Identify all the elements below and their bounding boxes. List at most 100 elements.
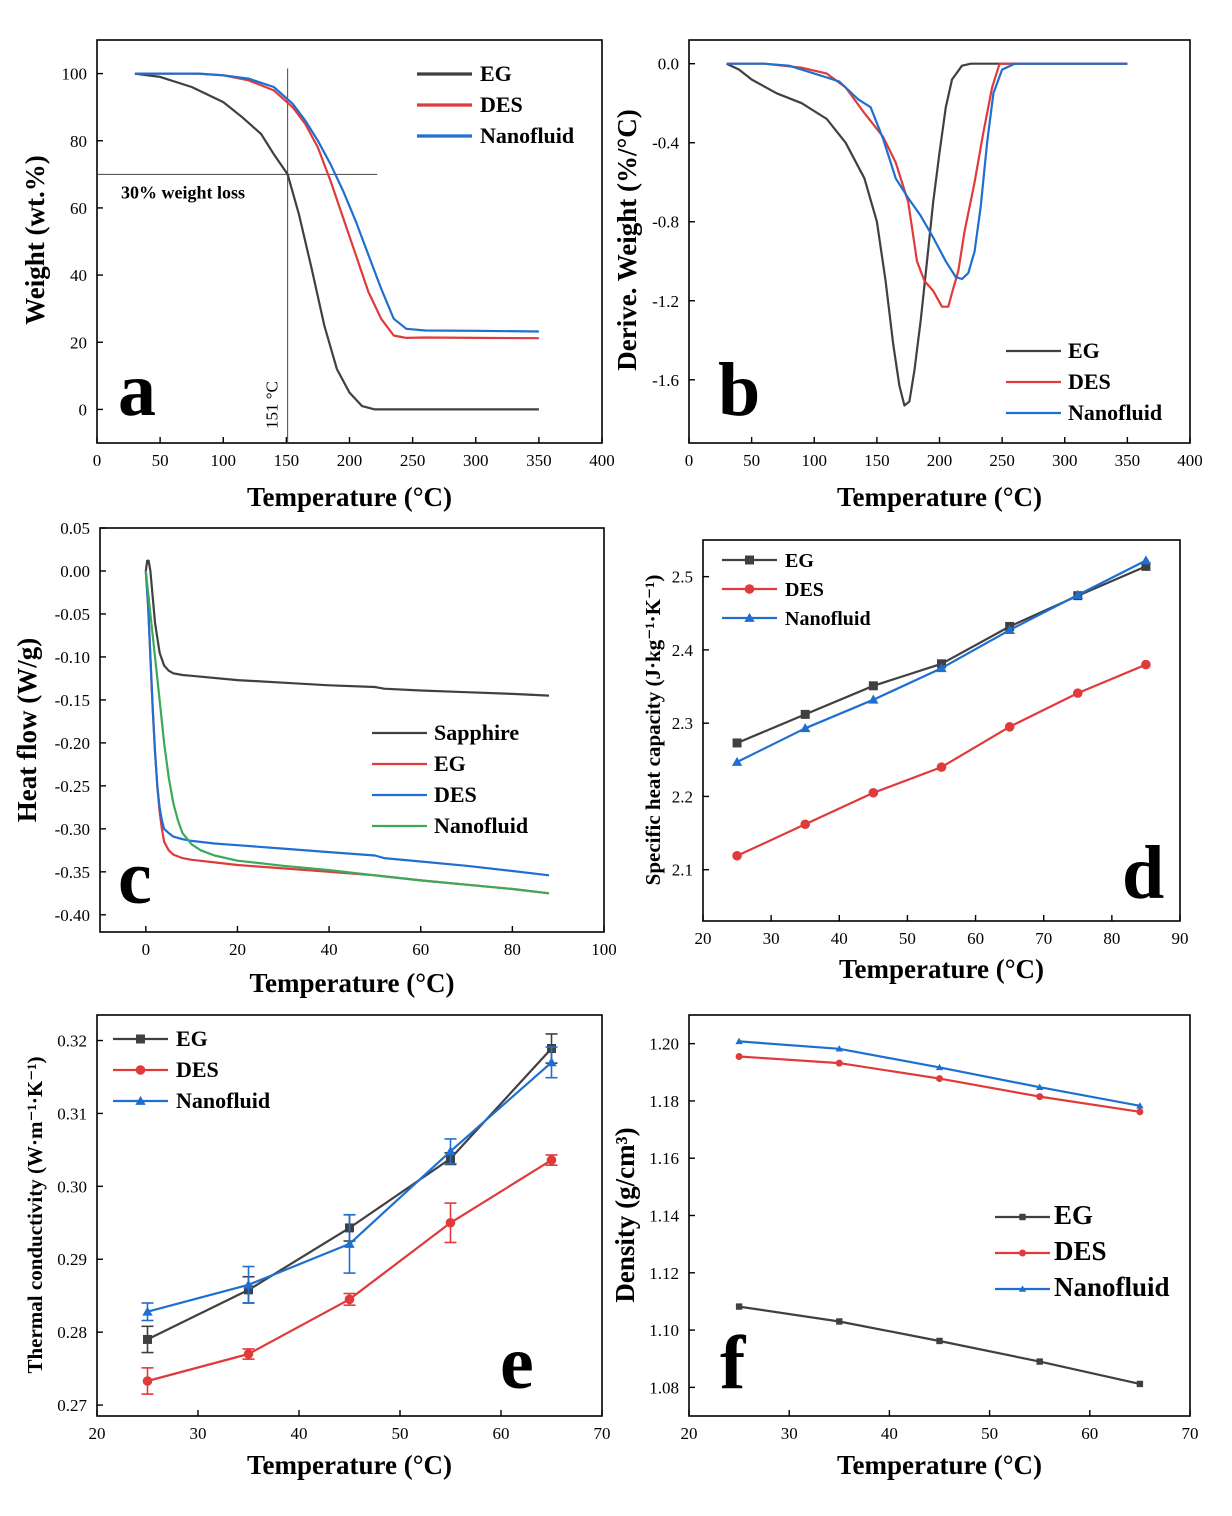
y-tick-label: -0.05 bbox=[55, 605, 90, 624]
chart-panel-d: 20 30 40 50 60 70 80 90 2.1 2.2 2.3 2.4 2.5 Temperatu… bbox=[641, 539, 1189, 984]
series-nanofluid bbox=[141, 1046, 558, 1322]
series-line-des bbox=[134, 72, 539, 340]
data-point bbox=[800, 819, 811, 830]
legend-item-nanofluid: Nanofluid bbox=[995, 1272, 1170, 1302]
legend-label: DES bbox=[434, 782, 477, 807]
annotation-vline-label: 151 °C bbox=[263, 381, 282, 429]
legend-item-nanofluid: Nanofluid bbox=[113, 1088, 270, 1113]
legend-label: Nanofluid bbox=[176, 1088, 270, 1113]
legend-marker bbox=[135, 1095, 146, 1105]
series-line-nanofluid bbox=[739, 1040, 1141, 1107]
y-tick-label: 2.1 bbox=[672, 861, 693, 880]
series-line-des bbox=[144, 570, 550, 877]
data-point bbox=[1140, 555, 1152, 565]
y-tick-label: 1.20 bbox=[649, 1035, 679, 1054]
legend-item-des: DES bbox=[372, 782, 477, 807]
legend-label: DES bbox=[1054, 1236, 1107, 1266]
y-tick-label: 20 bbox=[70, 333, 87, 352]
y-tick-label: 100 bbox=[62, 65, 88, 84]
y-tick-label: 0.0 bbox=[658, 55, 679, 74]
data-point bbox=[835, 1059, 843, 1067]
x-tick-label: 100 bbox=[211, 451, 237, 470]
legend-marker bbox=[136, 1034, 145, 1044]
panel-label: d bbox=[1122, 831, 1164, 915]
legend-item-des: DES bbox=[995, 1236, 1107, 1266]
x-tick-label: 200 bbox=[337, 451, 363, 470]
y-tick-label: 1.10 bbox=[649, 1321, 679, 1340]
data-point bbox=[936, 663, 947, 673]
x-axis-title: Temperature (°C) bbox=[837, 1450, 1042, 1480]
legend-label: DES bbox=[785, 579, 824, 601]
data-point bbox=[732, 738, 742, 748]
series-des bbox=[732, 659, 1151, 861]
y-axis-title: Weight (wt.%) bbox=[20, 155, 50, 324]
x-tick-label: 30 bbox=[763, 929, 780, 948]
y-axis-title: Thermal conductivity (W·m⁻¹·K⁻¹) bbox=[23, 1056, 47, 1373]
x-tick-label: 150 bbox=[864, 451, 890, 470]
y-tick-label: -0.20 bbox=[55, 734, 90, 753]
series-nanofluid bbox=[134, 72, 539, 333]
x-tick-label: 350 bbox=[1115, 451, 1141, 470]
y-tick-label: 0.30 bbox=[57, 1177, 87, 1196]
y-tick-label: -0.10 bbox=[55, 648, 90, 667]
series-line-eg bbox=[726, 62, 1128, 407]
data-point bbox=[445, 1217, 456, 1228]
x-tick-label: 50 bbox=[743, 451, 760, 470]
legend-label: Nanofluid bbox=[480, 123, 574, 148]
data-point bbox=[143, 1334, 152, 1344]
series-nanofluid bbox=[726, 62, 1128, 281]
x-tick-label: 0 bbox=[685, 451, 694, 470]
x-tick-label: 100 bbox=[802, 451, 828, 470]
series-line-des bbox=[736, 663, 1147, 857]
x-axis-title: Temperature (°C) bbox=[839, 954, 1044, 984]
panel-label: e bbox=[500, 1321, 534, 1405]
panel-label: b bbox=[718, 348, 760, 432]
data-point bbox=[1072, 589, 1083, 599]
legend-label: EG bbox=[176, 1026, 208, 1051]
y-tick-label: 0.27 bbox=[57, 1396, 87, 1415]
data-point bbox=[546, 1155, 557, 1165]
x-tick-label: 30 bbox=[781, 1424, 798, 1443]
plot-frame bbox=[99, 527, 605, 933]
panel-label: c bbox=[118, 836, 152, 920]
series-nanofluid bbox=[731, 555, 1152, 766]
x-tick-label: 300 bbox=[1052, 451, 1078, 470]
chart-panel-a: 0 50 100 150 200 250 300 350 400 0 20 40 60 80 100 Temp… bbox=[20, 39, 615, 512]
y-axis-title: Heat flow (W/g) bbox=[12, 638, 42, 822]
legend-item-des: DES bbox=[1006, 369, 1111, 394]
legend-item-eg: EG bbox=[995, 1200, 1093, 1230]
legend-label: DES bbox=[176, 1057, 219, 1082]
legend-item-des: DES bbox=[722, 579, 824, 601]
x-tick-label: 20 bbox=[695, 929, 712, 948]
legend-marker bbox=[1019, 1213, 1026, 1221]
chart-panel-b: 0 50 100 150 200 250 300 350 400 0.0 -0.4 -0.8 -1.2 -… bbox=[612, 39, 1203, 512]
series-des bbox=[144, 570, 550, 877]
legend-label: EG bbox=[1054, 1200, 1093, 1230]
data-point bbox=[142, 1376, 153, 1386]
data-point bbox=[1136, 1102, 1144, 1109]
legend-item-nanofluid: Nanofluid bbox=[722, 608, 871, 630]
data-point bbox=[1072, 688, 1083, 698]
data-point bbox=[1036, 1093, 1044, 1101]
data-point bbox=[1036, 1358, 1043, 1365]
x-tick-label: 70 bbox=[1035, 929, 1052, 948]
x-axis-title: Temperature (°C) bbox=[247, 482, 452, 512]
x-tick-label: 50 bbox=[981, 1424, 998, 1443]
legend-marker bbox=[135, 1065, 146, 1075]
series-line-nanofluid bbox=[134, 72, 539, 333]
data-point bbox=[868, 681, 878, 691]
legend-label: Sapphire bbox=[434, 720, 519, 745]
data-point bbox=[1136, 1380, 1144, 1388]
y-tick-label: 2.2 bbox=[672, 787, 693, 806]
data-point bbox=[732, 850, 742, 861]
x-tick-label: 60 bbox=[1081, 1424, 1098, 1443]
x-axis-title: Temperature (°C) bbox=[249, 968, 454, 998]
x-tick-label: 40 bbox=[831, 929, 848, 948]
data-point bbox=[142, 1306, 153, 1316]
y-tick-label: 2.3 bbox=[672, 714, 693, 733]
data-point bbox=[735, 1053, 743, 1061]
series-des bbox=[134, 72, 539, 340]
y-tick-label: 1.08 bbox=[649, 1378, 679, 1397]
y-tick-label: -0.40 bbox=[55, 906, 90, 925]
chart-panel-f: 20 30 40 50 60 70 1.08 1.10 1.12 1.14 1.16 1.18 1.20… bbox=[610, 1014, 1199, 1480]
